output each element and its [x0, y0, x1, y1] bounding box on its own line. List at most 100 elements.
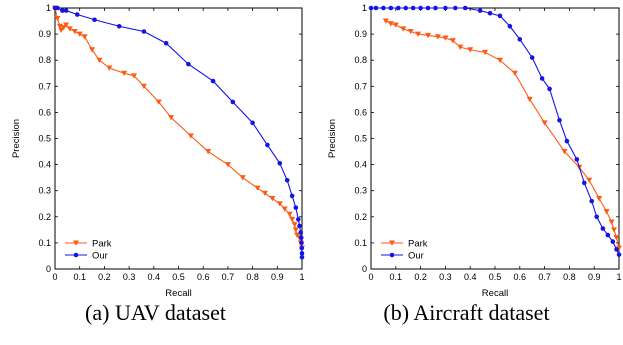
- plot-frame: [54, 7, 303, 270]
- data-point-our: [589, 198, 595, 204]
- data-point-park: [286, 211, 293, 217]
- x-tick-label: 0: [52, 272, 57, 282]
- data-point-our: [574, 157, 580, 162]
- x-tick-label: 0.9: [588, 272, 601, 282]
- x-tick-label: 0.5: [172, 272, 185, 282]
- data-point-park: [596, 196, 603, 202]
- data-point-our: [529, 55, 535, 60]
- data-point-park: [281, 206, 288, 212]
- y-tick-label: 0.7: [38, 81, 51, 91]
- y-tick-label: 0.5: [354, 134, 367, 144]
- data-point-our: [425, 5, 431, 11]
- y-tick-label: 0.9: [38, 29, 51, 39]
- y-tick-label: 0.3: [38, 186, 51, 196]
- data-point-park: [496, 57, 503, 63]
- data-point-park: [511, 70, 518, 77]
- x-tick-label: 0.8: [246, 272, 259, 282]
- legend-label-our: Our: [92, 251, 108, 262]
- data-point-our: [462, 5, 468, 11]
- legend-label-park: Park: [92, 239, 112, 250]
- data-point-our: [547, 86, 552, 92]
- data-point-park: [168, 115, 175, 121]
- data-point-our: [594, 214, 599, 220]
- data-point-our: [614, 247, 619, 252]
- data-point-park: [400, 26, 407, 32]
- y-tick-label: 0.2: [354, 212, 367, 222]
- y-tick-label: 0.8: [38, 55, 51, 65]
- y-tick-label: 1: [46, 3, 51, 13]
- data-point-our: [163, 40, 169, 46]
- data-point-park: [140, 83, 147, 90]
- data-point-park: [434, 34, 441, 40]
- x-tick-label: 0.5: [489, 272, 502, 282]
- y-tick-label: 0.7: [354, 81, 367, 91]
- data-point-our: [293, 205, 299, 210]
- x-tick-label: 1: [616, 272, 621, 282]
- x-tick-label: 0.7: [538, 272, 551, 282]
- data-point-park: [106, 65, 113, 71]
- data-point-our: [299, 251, 305, 256]
- data-point-our: [60, 8, 65, 13]
- x-tick-label: 0.7: [222, 272, 235, 282]
- data-point-our: [230, 99, 236, 105]
- data-point-our: [299, 245, 305, 251]
- data-point-our: [141, 29, 147, 34]
- data-point-our: [610, 239, 616, 244]
- data-point-our: [63, 8, 69, 13]
- data-point-park: [482, 49, 489, 56]
- data-point-our: [403, 5, 409, 11]
- x-tick-label: 0.2: [414, 272, 427, 282]
- data-point-our: [116, 23, 122, 29]
- series-line-our: [371, 7, 620, 255]
- x-axis-label: Recall: [482, 288, 508, 299]
- x-tick-label: 0.6: [197, 272, 210, 282]
- y-axis-label: Precision: [11, 119, 22, 158]
- data-point-our: [507, 23, 513, 29]
- data-point-park: [561, 149, 568, 155]
- data-point-our: [418, 5, 423, 11]
- data-point-park: [289, 216, 296, 223]
- x-tick-label: 0.9: [271, 272, 284, 282]
- data-point-our: [299, 254, 305, 260]
- data-point-park: [58, 27, 65, 33]
- legend-label-our: Our: [408, 251, 424, 262]
- y-axis-label: Precision: [327, 119, 338, 158]
- y-tick-label: 0.9: [354, 29, 367, 39]
- y-tick-label: 0.2: [38, 212, 51, 222]
- series-line-park: [54, 7, 303, 249]
- data-point-our: [265, 142, 270, 148]
- x-tick-label: 0.8: [563, 272, 576, 282]
- chart-aircraft: 0 0.1 0.2 0.3 0.4 0.5 0.6 0.7 0.8 0.9 1 0 0.1 0.2 0.3 0…: [327, 3, 622, 299]
- data-point-park: [382, 18, 389, 24]
- data-point-park: [66, 26, 73, 32]
- data-point-park: [608, 219, 615, 225]
- data-point-our: [74, 12, 80, 17]
- data-point-our: [564, 138, 570, 144]
- legend-marker-our: [389, 252, 395, 258]
- data-point-park: [603, 209, 610, 215]
- data-point-park: [205, 149, 212, 155]
- data-point-park: [467, 47, 474, 53]
- data-point-our: [517, 37, 523, 42]
- data-point-park: [254, 185, 261, 191]
- x-tick-label: 0: [368, 272, 373, 282]
- data-point-park: [291, 222, 298, 228]
- data-point-park: [187, 133, 194, 139]
- x-tick-label: 1: [299, 272, 304, 282]
- x-axis-label: Recall: [165, 288, 191, 299]
- series-line-our: [55, 7, 303, 258]
- y-tick-label: 0.1: [38, 238, 51, 248]
- y-tick-label: 0.4: [38, 160, 51, 170]
- data-point-our: [250, 120, 255, 126]
- data-point-park: [224, 162, 231, 168]
- data-point-our: [605, 232, 611, 238]
- data-point-park: [415, 31, 422, 37]
- data-point-our: [539, 76, 545, 81]
- x-tick-label: 0.3: [123, 272, 136, 282]
- data-point-our: [410, 5, 416, 11]
- y-tick-label: 0.5: [38, 134, 51, 144]
- data-point-our: [600, 226, 606, 231]
- data-point-our: [277, 160, 283, 166]
- data-point-park: [586, 177, 593, 184]
- data-point-park: [541, 120, 548, 126]
